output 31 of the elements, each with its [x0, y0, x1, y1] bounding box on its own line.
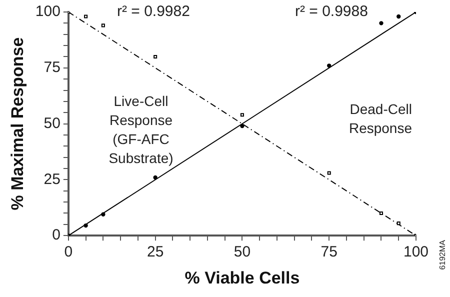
point — [84, 14, 88, 18]
x-axis-title: % Viable Cells — [184, 268, 300, 288]
y-axis-title: % Maximal Response — [8, 37, 27, 210]
annotation: Dead-Cell Response — [348, 100, 412, 138]
text: 6192MA — [438, 240, 447, 270]
x-tick-label: 50 — [234, 244, 251, 261]
annotation: Live-Cell Response (GF-AFC Substrate) — [108, 92, 174, 168]
point — [379, 211, 384, 216]
y-tick-label: 25 — [44, 170, 60, 188]
x-tick-label: 75 — [320, 244, 338, 261]
point — [396, 14, 401, 19]
point — [154, 54, 158, 58]
x-tick-label: 25 — [146, 244, 164, 261]
x-tick-label: 0 — [64, 244, 73, 261]
y-tick-label: 100 — [35, 3, 60, 20]
point — [101, 212, 106, 216]
point — [396, 222, 400, 226]
point — [84, 223, 88, 228]
annotation: r² = 0.9988 — [295, 2, 368, 21]
y-tick-label: 0 — [52, 226, 60, 244]
point — [327, 171, 331, 175]
y-tick-label: 75 — [44, 59, 60, 76]
point — [379, 21, 384, 26]
annotation: r² = 0.9982 — [117, 2, 190, 21]
point — [101, 24, 105, 28]
point — [327, 64, 332, 68]
point — [240, 113, 244, 117]
point — [240, 124, 244, 128]
point — [153, 175, 158, 180]
x-tick-label: 100 — [403, 244, 429, 261]
y-tick-label: 50 — [44, 114, 60, 132]
